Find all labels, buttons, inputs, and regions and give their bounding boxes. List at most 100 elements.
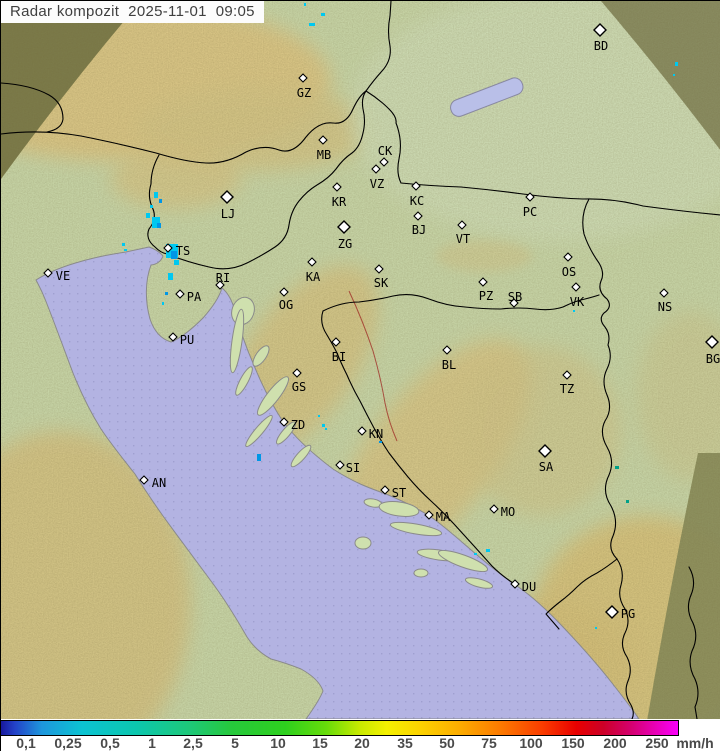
legend-tick-0,5: 0,5 — [100, 735, 120, 751]
city-marker-OG — [279, 287, 289, 297]
city-label-SA: SA — [539, 460, 554, 474]
country-borders — [1, 1, 720, 719]
legend-unit: mm/h — [676, 735, 714, 751]
city-label-KA: KA — [306, 270, 321, 284]
radar-echo — [157, 223, 161, 228]
city-label-PA: PA — [187, 290, 202, 304]
city-label-MA: MA — [436, 510, 451, 524]
radar-echo — [168, 273, 173, 280]
city-label-ST: ST — [392, 486, 406, 500]
lake-balaton — [450, 77, 524, 117]
city-marker-ZD — [279, 417, 289, 427]
legend-tick-10: 10 — [270, 735, 286, 751]
city-marker-MB — [318, 135, 328, 145]
city-marker-PG — [605, 605, 619, 619]
legend-tick-50: 50 — [439, 735, 455, 751]
city-marker-PA — [175, 289, 185, 299]
city-label-SB: SB — [508, 290, 522, 304]
radar-echo — [626, 500, 629, 503]
radar-echo — [318, 415, 320, 417]
city-marker-LJ — [220, 190, 234, 204]
legend-tick-15: 15 — [312, 735, 328, 751]
city-label-AN: AN — [152, 476, 166, 490]
radar-echo — [379, 441, 382, 443]
legend-tick-75: 75 — [481, 735, 497, 751]
radar-echo — [675, 62, 678, 66]
city-label-PZ: PZ — [479, 289, 493, 303]
city-label-ZG: ZG — [338, 237, 352, 251]
radar-echo-layer — [122, 3, 678, 629]
radar-echo — [322, 424, 325, 427]
city-marker-KR — [332, 182, 342, 192]
title-bar: Radar kompozit 2025-11-01 09:05 — [1, 1, 264, 23]
city-marker-BJ — [413, 211, 423, 221]
city-marker-SK — [374, 264, 384, 274]
city-marker-SI — [335, 460, 345, 470]
city-layer: GZ BD MB CK VZ KC KR PC LJ BJ ZG VT TS OS KA SK VE RI PZ VK… — [43, 23, 720, 621]
city-marker-BG — [705, 335, 719, 349]
radar-echo — [152, 217, 160, 228]
city-label-LJ: LJ — [221, 207, 235, 221]
city-label-VE: VE — [56, 269, 70, 283]
city-marker-RI — [215, 280, 225, 290]
legend-tick-100: 100 — [519, 735, 543, 751]
city-marker-TZ — [562, 370, 572, 380]
city-marker-BD — [593, 23, 607, 37]
city-label-SK: SK — [374, 276, 389, 290]
legend-tick-1: 1 — [148, 735, 156, 751]
city-marker-GS — [292, 368, 302, 378]
radar-echo — [146, 213, 150, 218]
legend-tick-0,1: 0,1 — [16, 735, 36, 751]
radar-echo — [159, 199, 162, 203]
radar-echo — [325, 428, 327, 430]
city-label-MO: MO — [501, 505, 515, 519]
radar-echo — [162, 302, 164, 305]
radar-echo — [257, 454, 261, 461]
city-marker-TS — [163, 243, 173, 253]
city-label-VK: VK — [570, 295, 585, 309]
city-marker-DU — [510, 579, 520, 589]
city-label-KN: KN — [369, 427, 383, 441]
city-label-PC: PC — [523, 205, 537, 219]
radar-echo — [321, 13, 325, 16]
legend-tick-200: 200 — [603, 735, 627, 751]
radar-range-arc — [348, 290, 398, 442]
city-label-BG: BG — [706, 352, 720, 366]
legend-tick-20: 20 — [354, 735, 370, 751]
radar-echo — [154, 192, 158, 198]
city-label-BL: BL — [442, 358, 456, 372]
city-label-GZ: GZ — [297, 86, 311, 100]
city-label-RI: RI — [216, 271, 230, 285]
city-label-BI: BI — [332, 350, 346, 364]
city-label-OG: OG — [279, 298, 293, 312]
radar-echo — [122, 243, 125, 246]
legend-tick-5: 5 — [231, 735, 239, 751]
city-label-KC: KC — [410, 194, 424, 208]
city-marker-CK — [379, 157, 389, 167]
city-label-OS: OS — [562, 265, 576, 279]
city-label-CK: CK — [378, 144, 393, 158]
city-label-TS: TS — [176, 244, 190, 258]
radar-echo — [595, 627, 597, 629]
city-label-SI: SI — [346, 461, 360, 475]
city-label-PG: PG — [621, 607, 635, 621]
city-label-NS: NS — [658, 300, 672, 314]
city-label-PU: PU — [180, 333, 194, 347]
city-marker-VK — [571, 282, 581, 292]
city-marker-PZ — [478, 277, 488, 287]
radar-map: GZ BD MB CK VZ KC KR PC LJ BJ ZG VT TS OS KA SK VE RI PZ VK… — [1, 1, 720, 719]
legend-gradient-bar — [1, 720, 679, 736]
legend: 0,1 0,25 0,5 1 2,5 5 10 15 20 35 50 75 100 150 200 250 … — [1, 719, 720, 751]
city-marker-VE — [43, 268, 53, 278]
city-label-TZ: TZ — [560, 382, 574, 396]
radar-echo — [124, 249, 127, 251]
radar-echo — [309, 23, 315, 26]
city-marker-BI — [331, 337, 341, 347]
city-marker-PU — [168, 332, 178, 342]
city-marker-ZG — [337, 220, 351, 234]
radar-echo — [150, 205, 153, 208]
city-marker-NS — [659, 288, 669, 298]
city-marker-MA — [424, 510, 434, 520]
radar-echo — [486, 549, 490, 552]
city-marker-VZ — [371, 164, 381, 174]
